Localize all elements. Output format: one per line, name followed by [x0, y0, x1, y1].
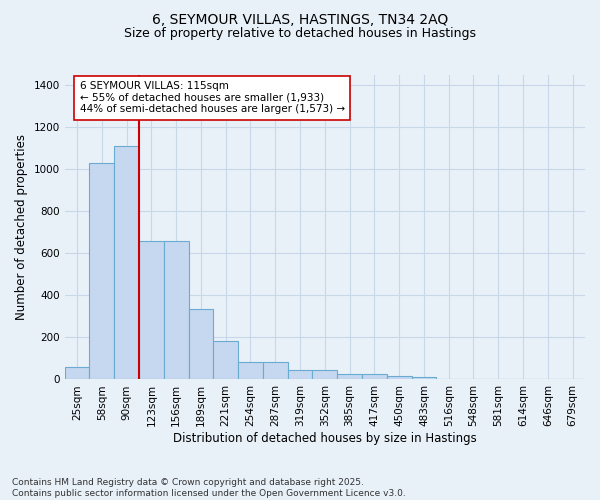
Bar	[114, 146, 139, 380]
Text: 6, SEYMOUR VILLAS, HASTINGS, TN34 2AQ: 6, SEYMOUR VILLAS, HASTINGS, TN34 2AQ	[152, 12, 448, 26]
Text: 6 SEYMOUR VILLAS: 115sqm
← 55% of detached houses are smaller (1,933)
44% of sem: 6 SEYMOUR VILLAS: 115sqm ← 55% of detach…	[80, 82, 344, 114]
Bar	[263, 362, 287, 380]
Bar	[65, 367, 89, 380]
Bar	[337, 374, 362, 380]
Text: Contains HM Land Registry data © Crown copyright and database right 2025.
Contai: Contains HM Land Registry data © Crown c…	[12, 478, 406, 498]
Bar	[164, 241, 188, 380]
Bar	[89, 163, 114, 380]
Text: Size of property relative to detached houses in Hastings: Size of property relative to detached ho…	[124, 28, 476, 40]
Bar	[387, 376, 412, 380]
Bar	[362, 374, 387, 380]
Bar	[412, 378, 436, 380]
Bar	[238, 362, 263, 380]
Bar	[287, 370, 313, 380]
Bar	[139, 241, 164, 380]
Bar	[214, 340, 238, 380]
Bar	[313, 370, 337, 380]
X-axis label: Distribution of detached houses by size in Hastings: Distribution of detached houses by size …	[173, 432, 477, 445]
Bar	[188, 309, 214, 380]
Y-axis label: Number of detached properties: Number of detached properties	[15, 134, 28, 320]
